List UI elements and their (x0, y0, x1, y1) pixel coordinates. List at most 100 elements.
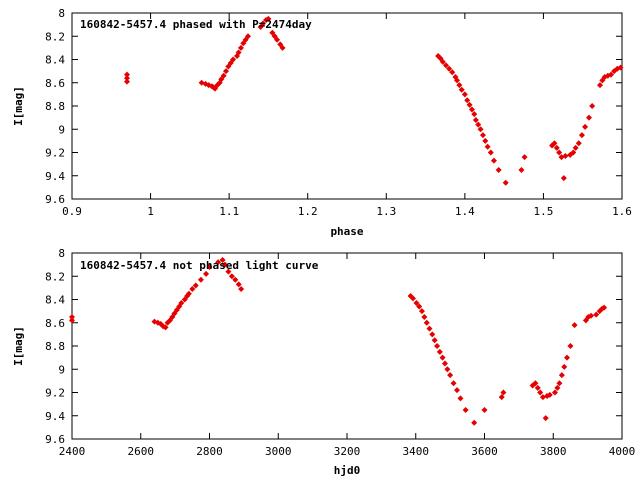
data-point (439, 58, 446, 65)
data-point (546, 391, 553, 398)
data-point (534, 384, 541, 391)
data-point (443, 62, 449, 69)
y-tick-label: 8 (58, 7, 65, 20)
data-point (466, 101, 473, 108)
data-point (265, 15, 272, 22)
data-point (578, 132, 585, 139)
data-point (410, 295, 416, 302)
x-tick-label: 3600 (471, 445, 498, 458)
data-point (279, 44, 286, 51)
y-tick-label: 9 (58, 363, 65, 376)
data-point (588, 312, 595, 319)
data-point (462, 406, 469, 413)
y-axis-label: I[mag] (12, 86, 25, 126)
data-point (124, 75, 130, 82)
data-point (567, 343, 574, 349)
data-point (500, 389, 507, 396)
data-point (551, 389, 558, 396)
x-axis-label: phase (330, 225, 363, 238)
y-tick-label: 8.8 (45, 340, 65, 353)
data-point (221, 261, 228, 268)
data-point (447, 372, 454, 379)
x-tick-label: 3200 (334, 445, 361, 458)
y-tick-label: 9.4 (45, 170, 65, 183)
chart-title: 160842-5457.4 not phased light curve (80, 259, 319, 272)
data-point (237, 44, 244, 51)
x-tick-label: 2600 (128, 445, 155, 458)
data-point (225, 268, 232, 275)
data-point (178, 299, 185, 306)
unphased-light-curve-panel: 2400 2600 2800 3000 3200 3400 3600 3800 4000 8 8.2… (12, 247, 635, 477)
data-point (551, 140, 558, 147)
data-point (197, 276, 204, 283)
data-point (479, 132, 486, 139)
y-tick-label: 9.2 (45, 147, 65, 160)
data-point (518, 166, 525, 173)
axis-ticks: 2400 2600 2800 3000 3200 3400 3600 3800 4000 8 8.2… (45, 247, 635, 458)
data-point (206, 263, 213, 270)
data-point (562, 152, 569, 159)
data-point (421, 313, 428, 320)
x-tick-label: 1.5 (533, 205, 553, 218)
y-tick-label: 9.4 (45, 410, 65, 423)
data-point (259, 20, 266, 27)
data-point (471, 419, 478, 426)
data-point (564, 354, 570, 361)
data-point (471, 111, 478, 118)
data-point (553, 144, 560, 151)
x-axis-label: hjd0 (334, 464, 361, 477)
data-point (446, 65, 453, 72)
data-point (558, 372, 565, 379)
data-point (502, 179, 509, 186)
data-point (481, 406, 488, 413)
data-point (575, 140, 582, 147)
data-point (570, 149, 577, 156)
data-point (456, 82, 463, 89)
x-tick-label: 1.3 (376, 205, 396, 218)
y-tick-label: 8.2 (45, 30, 65, 43)
data-point (189, 286, 196, 293)
data-point (450, 380, 457, 387)
data-point (593, 311, 600, 318)
y-tick-label: 8 (58, 247, 65, 260)
data-point (228, 273, 235, 280)
y-tick-label: 9.6 (45, 193, 65, 206)
x-tick-label: 0.9 (62, 205, 82, 218)
data-point (69, 317, 75, 324)
data-point (454, 77, 460, 84)
data-point (608, 71, 614, 78)
x-tick-label: 1.2 (298, 205, 318, 218)
data-point (617, 64, 624, 71)
data-point (537, 389, 544, 396)
data-point (521, 154, 528, 161)
data-point (556, 149, 563, 156)
data-point (441, 360, 448, 367)
data-point (542, 415, 549, 422)
data-point (554, 384, 561, 391)
data-point (582, 123, 589, 130)
x-tick-label: 1.1 (219, 205, 239, 218)
data-point (215, 259, 222, 266)
data-point (532, 380, 539, 387)
data-point (472, 116, 479, 123)
data-point (468, 106, 475, 113)
phased-light-curve-panel: 0.9 1 1.1 1.2 1.3 1.4 1.5 1.6 8 8.2 8.4 8.6 8.8 9 9.2 9… (12, 7, 632, 238)
data-point (124, 78, 130, 85)
data-point (431, 337, 438, 344)
data-point (436, 348, 443, 355)
data-point (490, 157, 497, 164)
data-point (418, 308, 425, 315)
x-tick-label: 1 (147, 205, 154, 218)
data-point (429, 331, 436, 338)
x-tick-label: 3800 (540, 445, 567, 458)
data-point (235, 49, 242, 56)
data-point (498, 394, 505, 401)
data-point (69, 313, 75, 320)
data-point (235, 281, 242, 288)
data-point (589, 103, 596, 109)
x-tick-label: 3400 (403, 445, 430, 458)
data-point (219, 256, 226, 263)
